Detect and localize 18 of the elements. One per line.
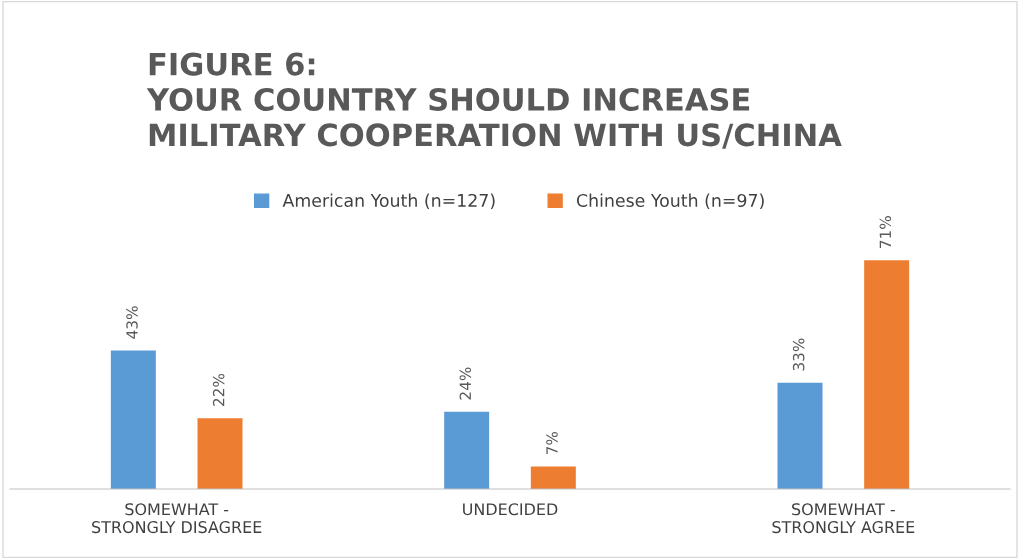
data-label: 33% [792,338,805,371]
bar [777,382,823,489]
x-tick-label: SOMEWHAT - STRONGLY DISAGREE [92,503,262,534]
data-label: 24% [459,367,472,400]
bar [197,418,243,489]
bar [864,260,910,489]
x-tick-label: SOMEWHAT - STRONGLY AGREE [772,503,915,534]
bar [110,350,156,489]
bar [444,411,490,489]
legend-label: Chinese Youth (n=97) [576,193,764,210]
data-label: 7% [546,431,558,455]
legend-label: American Youth (n=127) [282,193,495,210]
bar [530,466,576,489]
chart-title: FIGURE 6: YOUR COUNTRY SHOULD INCREASE MILITARY COOPERATION WITH US/CHINA [146,52,842,149]
data-label: 22% [212,373,225,406]
data-label: 71% [879,216,892,248]
data-label: 43% [126,306,138,339]
x-tick-label: UNDECIDED [463,503,558,516]
